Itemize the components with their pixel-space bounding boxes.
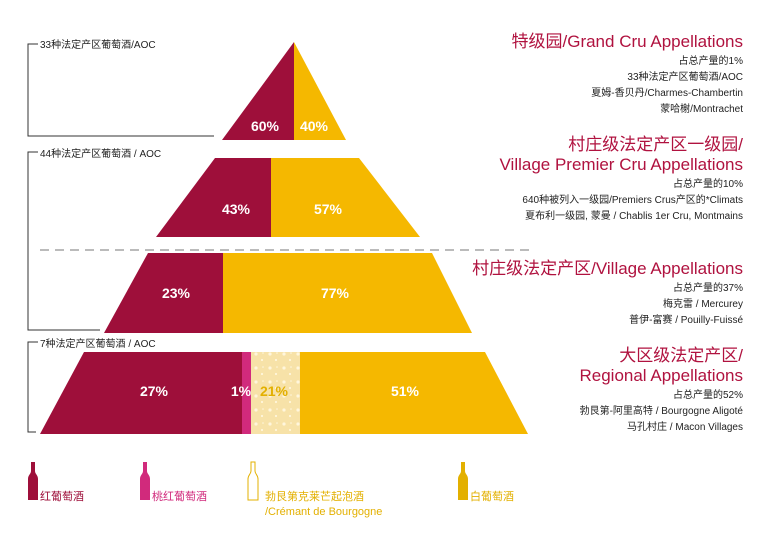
legend-label-2-0: 勃艮第克莱芒起泡酒	[265, 489, 364, 503]
tier-3-detail-line-0: 占总产量的52%	[673, 388, 743, 401]
tier-2-detail-line-1: 梅克雷 / Mercurey	[663, 297, 743, 310]
village-red-segment	[104, 253, 223, 333]
grand-cru-white-segment	[294, 42, 346, 140]
left-label-grand-cru: 33种法定产区葡萄酒/AOC	[40, 38, 156, 51]
premier-cru-red-percent: 43%	[222, 201, 251, 217]
legend-label-2-1: /Crémant de Bourgogne	[265, 506, 382, 518]
regional-rose-segment	[242, 352, 251, 434]
regional-white-percent: 51%	[391, 383, 420, 399]
tier-descriptions: 特级园/Grand Cru Appellations 占总产量的1% 33种法定产区…	[472, 32, 743, 433]
village-red-percent: 23%	[162, 285, 191, 301]
legend-label-1-0: 桃红葡萄酒	[152, 489, 207, 503]
tier-1-detail-line-0: 占总产量的10%	[673, 177, 743, 190]
tier-0-title-line-0: 特级园/Grand Cru Appellations	[512, 32, 744, 51]
white-wine-bottle-icon	[458, 462, 468, 500]
tier-1-title-line-0: 村庄级法定产区一级园/	[568, 135, 743, 154]
tier-1-title-line-1: Village Premier Cru Appellations	[500, 155, 743, 174]
legend-label-0-0: 红葡萄酒	[40, 490, 84, 503]
left-label-regional: 7种法定产区葡萄酒 / AOC	[40, 337, 156, 350]
regional-white-segment	[300, 352, 528, 434]
tier-1-detail-line-1: 640种被列入一级园/Premiers Crus产区的*Climats	[522, 193, 743, 206]
red-wine-bottle-icon	[28, 462, 38, 500]
rose-wine-bottle-icon	[140, 462, 150, 500]
tier-0-detail-line-2: 夏姆-香贝丹/Charmes-Chambertin	[591, 86, 743, 99]
village-white-segment	[223, 253, 472, 333]
premier-cru-white-percent: 57%	[314, 201, 343, 217]
legend: 红葡萄酒 桃红葡萄酒 勃艮第克莱芒起泡酒/Crémant de Bourgogne 白…	[28, 461, 514, 518]
grand-cru-white-percent: 40%	[300, 118, 329, 134]
tier-2-detail-line-2: 普伊-富赛 / Pouilly-Fuissé	[629, 313, 743, 326]
left-label-premier-village: 44种法定产区葡萄酒 / AOC	[40, 147, 161, 160]
regional-cremant-percent: 21%	[260, 383, 289, 399]
grand-cru-red-percent: 60%	[251, 118, 280, 134]
cremant-bottle-icon	[247, 461, 259, 501]
tier-0-detail-line-1: 33种法定产区葡萄酒/AOC	[627, 70, 743, 83]
regional-cremant-segment	[251, 352, 300, 434]
tier-0-detail-line-0: 占总产量的1%	[679, 54, 744, 67]
tier-1-detail-line-2: 夏布利一级园, 蒙曼 / Chablis 1er Cru, Montmains	[525, 209, 743, 222]
regional-red-percent: 27%	[140, 383, 169, 399]
premier-cru-white-segment	[271, 158, 420, 237]
regional-red-segment	[40, 352, 242, 434]
tier-3-title-line-0: 大区级法定产区/	[619, 346, 743, 365]
bracket-regional	[27, 341, 38, 433]
grand-cru-red-segment	[222, 42, 294, 140]
tier-0-detail-line-3: 蒙哈榭/Montrachet	[660, 102, 743, 115]
premier-cru-red-segment	[156, 158, 271, 237]
bracket-premier-village	[27, 151, 100, 331]
tier-3-title-line-1: Regional Appellations	[579, 366, 743, 385]
tier-3-detail-line-1: 勃艮第-阿里高特 / Bourgogne Aligoté	[580, 404, 744, 417]
tier-3-detail-line-2: 马孔村庄 / Macon Villages	[627, 420, 743, 433]
tier-2-title-line-0: 村庄级法定产区/Village Appellations	[472, 259, 743, 278]
village-white-percent: 77%	[321, 285, 350, 301]
legend-label-3-0: 白葡萄酒	[470, 489, 514, 503]
regional-rose-percent: 1%	[231, 383, 252, 399]
tier-2-detail-line-0: 占总产量的37%	[673, 281, 743, 294]
bracket-grand-cru	[27, 43, 214, 137]
